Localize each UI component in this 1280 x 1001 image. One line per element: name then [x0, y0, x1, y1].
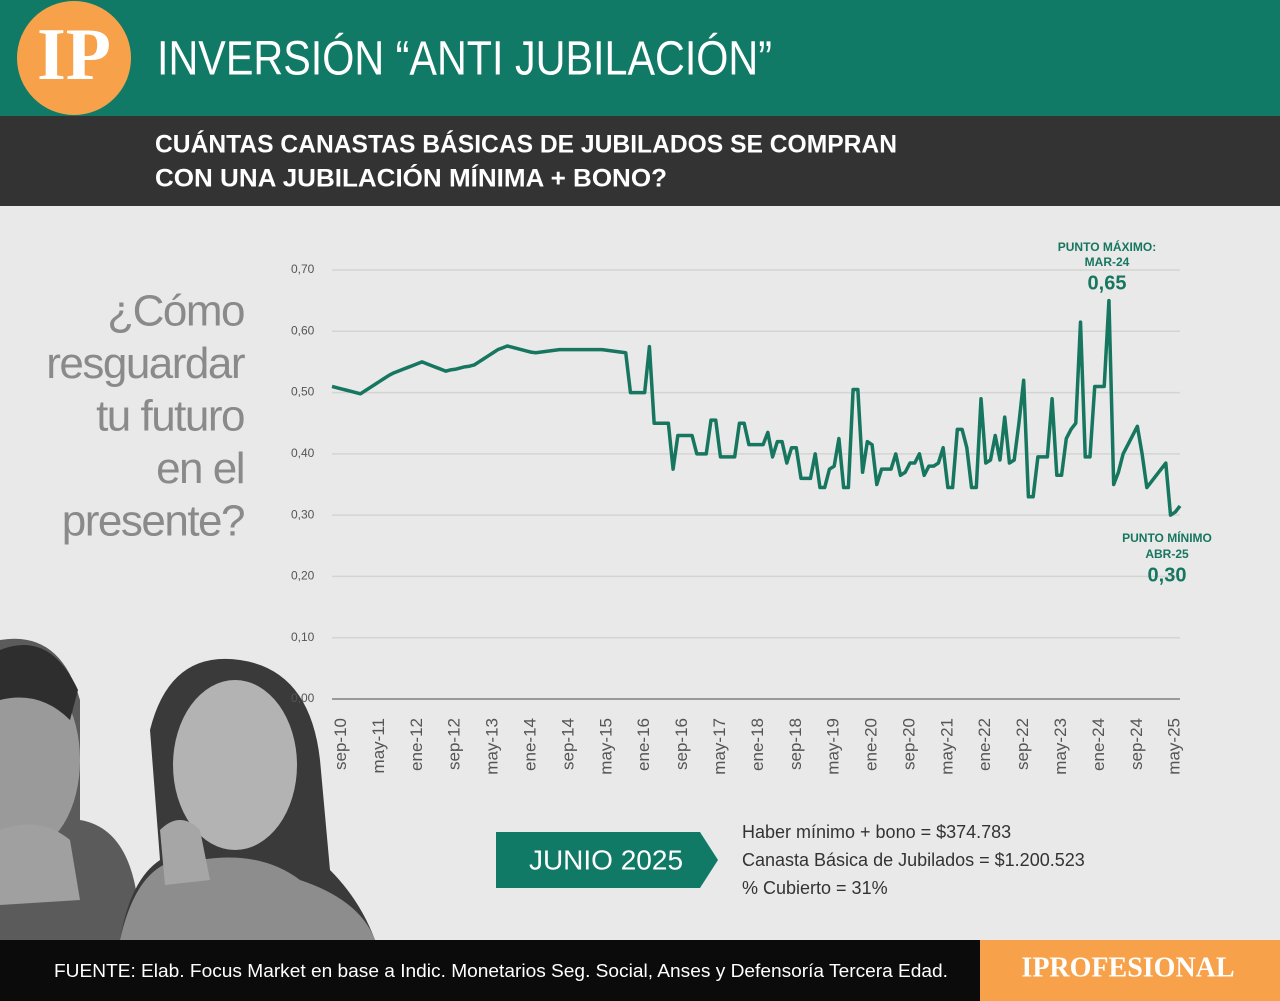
y-tick-label: 0,40 — [291, 446, 315, 460]
x-tick-label: sep-16 — [672, 718, 691, 770]
date-banner — [496, 832, 718, 888]
brand: IPROFESIONAL — [1021, 952, 1234, 983]
x-tick-label: sep-10 — [331, 718, 350, 770]
x-tick-label: may-11 — [369, 718, 388, 773]
side-line: resguardar — [46, 339, 245, 388]
x-tick-label: may-23 — [1051, 718, 1070, 775]
plot: 0,00 0,10 0,20 0,30 0,40 0,50 0,60 0,70 sep-10 ma… — [291, 239, 1212, 775]
data-line — [331, 298, 1182, 517]
info-line: Canasta Básica de Jubilados = $1.200.523 — [742, 850, 1085, 870]
x-tick-label: ene-24 — [1089, 718, 1108, 771]
y-tick-label: 0,60 — [291, 323, 315, 337]
subtitle-line: CON UNA JUBILACIÓN MÍNIMA + BONO? — [155, 163, 667, 193]
x-tick-label: ene-18 — [748, 718, 767, 771]
side-line: tu futuro — [96, 392, 244, 441]
x-tick-label: ene-20 — [862, 718, 881, 771]
annotation: 0,65 — [1088, 272, 1127, 294]
x-tick-label: may-17 — [710, 718, 729, 775]
side-line: ¿Cómo — [107, 287, 244, 336]
y-tick-label: 0,00 — [291, 691, 315, 705]
side-line: en el — [156, 444, 244, 493]
photo — [0, 638, 375, 940]
x-tick-label: sep-20 — [899, 718, 918, 770]
x-tick-label: may-15 — [596, 718, 615, 775]
y-tick-label: 0,20 — [291, 569, 315, 583]
header-band — [0, 0, 1280, 116]
side-line: presente? — [62, 497, 244, 546]
x-tick-label: may-21 — [937, 718, 956, 775]
logo: IP — [37, 14, 111, 96]
y-tick-label: 0,70 — [291, 262, 315, 276]
x-tick-label: sep-12 — [445, 718, 464, 770]
x-tick-label: ene-12 — [407, 718, 426, 771]
annotation: 0,30 — [1148, 564, 1187, 586]
brand-box — [980, 940, 1280, 1001]
x-tick-label: sep-18 — [786, 718, 805, 770]
x-tick-label: ene-16 — [634, 718, 653, 771]
subtitle-band — [0, 116, 1280, 206]
x-tick-label: ene-14 — [520, 718, 539, 771]
annotation: MAR-24 — [1085, 255, 1130, 269]
y-tick-label: 0,50 — [291, 385, 315, 399]
y-tick-label: 0,10 — [291, 630, 315, 644]
info-line: % Cubierto = 31% — [742, 878, 888, 898]
logo-circle — [17, 1, 131, 115]
info-line: Haber mínimo + bono = $374.783 — [742, 822, 1011, 842]
annotation: ABR-25 — [1145, 547, 1189, 561]
x-tick-label: may-13 — [483, 718, 502, 775]
date-label: JUNIO 2025 — [529, 844, 683, 875]
x-tick-label: sep-22 — [1013, 718, 1032, 770]
annotation: PUNTO MÍNIMO — [1122, 530, 1212, 545]
x-tick-label: ene-22 — [975, 718, 994, 771]
source: FUENTE: Elab. Focus Market en base a Ind… — [54, 961, 948, 981]
annotation: PUNTO MÁXIMO: — [1058, 239, 1156, 254]
x-tick-label: may-19 — [824, 718, 843, 775]
y-tick-label: 0,30 — [291, 507, 315, 521]
x-tick-label: sep-24 — [1127, 718, 1146, 770]
x-tick-label: may-25 — [1165, 718, 1184, 775]
subtitle-line: CUÁNTAS CANASTAS BÁSICAS DE JUBILADOS SE… — [155, 130, 897, 159]
title: INVERSIÓN “ANTI JUBILACIÓN” — [157, 32, 772, 86]
x-tick-label: sep-14 — [558, 718, 577, 770]
